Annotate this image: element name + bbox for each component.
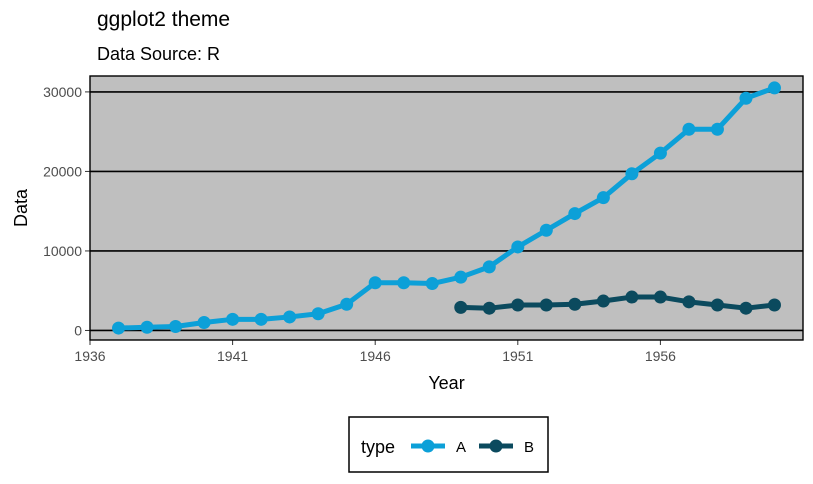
y-tick-label: 20000	[43, 163, 82, 179]
gridlines	[90, 91, 803, 332]
data-point-B	[625, 290, 639, 304]
data-point-A	[767, 81, 781, 95]
chart-subtitle: Data Source: R	[97, 44, 221, 64]
y-tick-label: 30000	[43, 84, 82, 100]
data-point-A	[682, 122, 696, 136]
legend-marker	[421, 439, 435, 453]
x-tick-label: 1951	[502, 348, 533, 364]
legend-label: A	[456, 439, 466, 456]
data-point-A	[197, 316, 211, 330]
panel-border	[89, 75, 804, 341]
data-point-A	[625, 167, 639, 181]
x-tick-label: 1936	[74, 348, 105, 364]
data-point-A	[226, 312, 240, 326]
data-point-A	[539, 223, 553, 237]
data-point-B	[682, 295, 696, 309]
x-tick-label: 1941	[217, 348, 248, 364]
chart-title: ggplot2 theme	[97, 8, 231, 31]
legend-box	[348, 416, 549, 473]
data-point-A	[368, 276, 382, 290]
data-point-A	[140, 320, 154, 334]
data-point-A	[482, 260, 496, 274]
x-tick-label: 1946	[360, 348, 391, 364]
x-axis-title: Year	[428, 373, 464, 393]
data-point-B	[482, 301, 496, 315]
y-tick-label: 0	[74, 322, 82, 338]
data-point-B	[454, 300, 468, 314]
data-point-A	[311, 307, 325, 321]
plot-panel	[90, 76, 803, 340]
legend-key-B: B	[479, 439, 534, 456]
data-point-A	[425, 277, 439, 291]
series-layer	[112, 81, 781, 335]
y-axis-title: Data	[11, 188, 31, 227]
data-point-A	[653, 146, 667, 160]
data-point-B	[767, 298, 781, 312]
data-point-A	[340, 297, 354, 311]
data-point-A	[710, 122, 724, 136]
data-point-A	[511, 240, 525, 254]
series-A	[112, 81, 781, 335]
x-tick-label: 1956	[645, 348, 676, 364]
data-point-A	[397, 276, 411, 290]
data-point-B	[710, 298, 724, 312]
data-point-A	[169, 319, 183, 333]
legend-key-A: A	[411, 439, 466, 456]
data-point-A	[568, 207, 582, 221]
data-point-B	[511, 298, 525, 312]
data-point-A	[739, 91, 753, 105]
data-point-A	[283, 310, 297, 324]
data-point-A	[596, 191, 610, 205]
data-point-B	[739, 301, 753, 315]
legend-label: B	[524, 439, 534, 456]
legend-title: type	[361, 437, 395, 457]
data-point-A	[454, 270, 468, 284]
data-point-A	[112, 321, 126, 335]
legend-marker	[489, 439, 503, 453]
data-point-B	[596, 294, 610, 308]
data-point-B	[539, 298, 553, 312]
data-point-A	[254, 312, 268, 326]
data-point-B	[568, 297, 582, 311]
legend: type A B	[348, 416, 549, 473]
y-tick-label: 10000	[43, 243, 82, 259]
axes: 0 10000 20000 30000 1936 1941 1946 1951 1956	[43, 75, 804, 364]
data-point-B	[653, 290, 667, 304]
series-B	[454, 290, 781, 315]
